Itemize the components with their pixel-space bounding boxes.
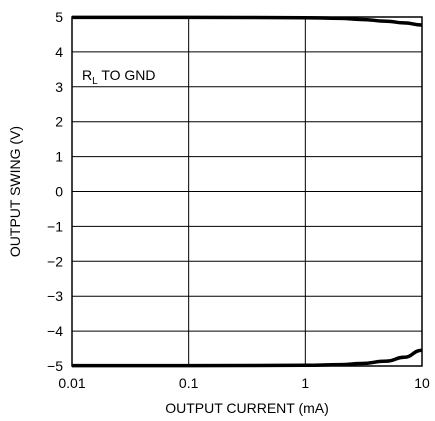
y-tick-label: 0 [55, 184, 63, 200]
y-tick-label: 5 [55, 9, 63, 25]
annotation-rl-to-gnd: RL TO GND [82, 67, 156, 87]
x-tick-label: 0.01 [58, 375, 85, 391]
y-tick-label: 4 [55, 44, 63, 60]
series-line-negative-swing [72, 348, 423, 368]
series-group [72, 15, 423, 368]
y-tick-label: −4 [47, 323, 63, 339]
y-tick-label: 1 [55, 149, 63, 165]
y-axis-label: OUTPUT SWING (V) [7, 126, 23, 257]
x-tick-label: 1 [301, 375, 309, 391]
x-tick-labels: 0.01 0.1 1 10 [58, 375, 430, 391]
y-tick-label: −1 [47, 218, 63, 234]
x-tick-label: 0.1 [179, 375, 199, 391]
annotation-main: R [82, 67, 92, 83]
series-line-positive-swing [72, 15, 423, 27]
y-tick-label: 2 [55, 114, 63, 130]
y-tick-label: 3 [55, 79, 63, 95]
x-tick-label: 10 [414, 375, 430, 391]
annotation-subscript: L [92, 76, 98, 87]
y-tick-label: −5 [47, 358, 63, 374]
y-tick-label: −2 [47, 253, 63, 269]
x-axis-label: OUTPUT CURRENT (mA) [165, 400, 329, 416]
y-tick-labels: 5 4 3 2 1 0 −1 −2 −3 −4 −5 [47, 9, 63, 374]
annotation-rest: TO GND [98, 67, 156, 83]
y-tick-label: −3 [47, 288, 63, 304]
